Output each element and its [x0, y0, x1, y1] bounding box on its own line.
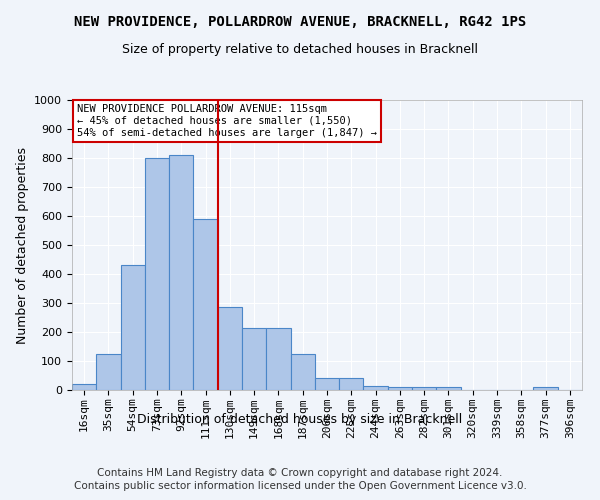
- Bar: [169, 155, 193, 390]
- Text: Contains HM Land Registry data © Crown copyright and database right 2024.: Contains HM Land Registry data © Crown c…: [97, 468, 503, 477]
- Bar: [242, 328, 266, 390]
- Bar: [72, 384, 96, 390]
- Bar: [218, 308, 242, 390]
- Bar: [388, 386, 412, 390]
- Bar: [266, 328, 290, 390]
- Bar: [315, 378, 339, 390]
- Bar: [96, 354, 121, 390]
- Text: NEW PROVIDENCE POLLARDROW AVENUE: 115sqm
← 45% of detached houses are smaller (1: NEW PROVIDENCE POLLARDROW AVENUE: 115sqm…: [77, 104, 377, 138]
- Bar: [193, 219, 218, 390]
- Bar: [145, 158, 169, 390]
- Bar: [290, 354, 315, 390]
- Text: Distribution of detached houses by size in Bracknell: Distribution of detached houses by size …: [137, 412, 463, 426]
- Y-axis label: Number of detached properties: Number of detached properties: [16, 146, 29, 344]
- Bar: [412, 386, 436, 390]
- Bar: [436, 387, 461, 390]
- Bar: [533, 387, 558, 390]
- Bar: [339, 378, 364, 390]
- Bar: [364, 386, 388, 390]
- Text: Contains public sector information licensed under the Open Government Licence v3: Contains public sector information licen…: [74, 481, 526, 491]
- Text: Size of property relative to detached houses in Bracknell: Size of property relative to detached ho…: [122, 42, 478, 56]
- Bar: [121, 266, 145, 390]
- Text: NEW PROVIDENCE, POLLARDROW AVENUE, BRACKNELL, RG42 1PS: NEW PROVIDENCE, POLLARDROW AVENUE, BRACK…: [74, 15, 526, 29]
